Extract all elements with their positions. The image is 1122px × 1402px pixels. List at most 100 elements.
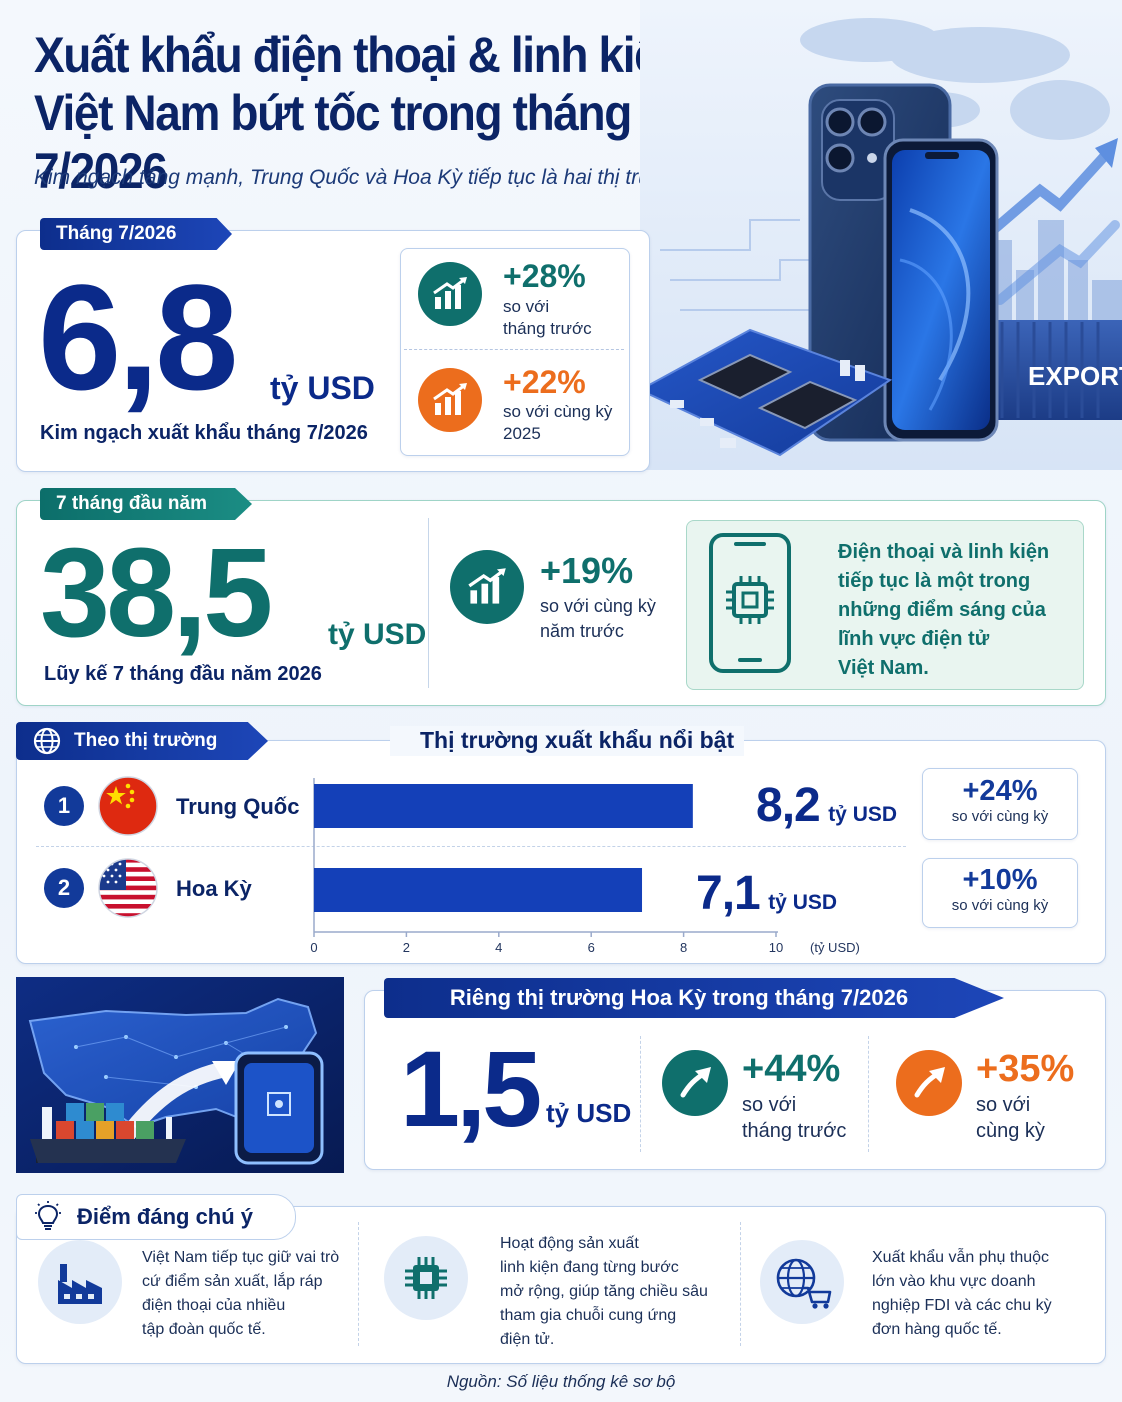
month-tag-label: Tháng 7/2026: [56, 223, 177, 244]
growth-text: so với cùng kỳ: [951, 897, 1049, 914]
globe-cart-icon: [760, 1240, 844, 1324]
rank-number: 2: [57, 875, 71, 900]
us-change1-line1: so với: [742, 1094, 797, 1116]
x-axis-unit: (tỷ USD): [810, 940, 860, 955]
bar-2: [314, 868, 643, 912]
growth-pct: +10%: [962, 864, 1038, 896]
month-change1-pct: +28%: [503, 258, 586, 294]
x-tick-label: 0: [310, 940, 317, 955]
ytd-change-pct: +19%: [540, 550, 634, 591]
ytd-note: Điện thoại và linh kiện tiếp tục là một …: [838, 538, 1049, 683]
notes-divider-2: [740, 1222, 741, 1346]
bar-unit: tỷ USD: [828, 803, 898, 826]
x-tick-label: 8: [680, 940, 687, 955]
note-line: lớn vào khu vực doanh: [872, 1273, 1036, 1290]
factory-icon: [38, 1240, 122, 1324]
markets-heading: Thị trường xuất khẩu nổi bật: [420, 727, 735, 753]
bar-1: [314, 784, 693, 828]
title-line-2: Việt Nam bứt tốc trong tháng 7/2026: [34, 85, 632, 199]
note-line: Hoạt động sản xuất: [500, 1235, 639, 1252]
china-flag-icon: [98, 776, 158, 836]
market-name: Hoa Kỳ: [176, 876, 252, 901]
note-line: tham gia chuỗi cung ứng: [500, 1307, 677, 1324]
ytd-tag-label: 7 tháng đầu năm: [56, 493, 207, 514]
usa-flag-icon: [98, 858, 158, 918]
us-divider-1: [640, 1036, 641, 1152]
ytd-change-line1: so với cùng kỳ: [540, 596, 656, 616]
ytd-caption: Lũy kế 7 tháng đầu năm 2026: [44, 663, 322, 685]
chip-icon: [384, 1236, 468, 1320]
bar-value: 7,1: [696, 867, 761, 920]
us-change2-pct: +35%: [976, 1048, 1075, 1090]
ytd-value: 38,5: [40, 522, 273, 663]
up-arrow-icon: [662, 1050, 728, 1116]
note-line: mở rộng, giúp tăng chiều sâu: [500, 1283, 708, 1300]
note-item: Hoạt động sản xuất linh kiện đang từng b…: [500, 1232, 708, 1352]
month-change1-line2: tháng trước: [503, 319, 592, 338]
ytd-divider: [428, 518, 429, 688]
us-change2-text: so với cùng kỳ: [976, 1092, 1045, 1144]
lightbulb-icon: [35, 1201, 61, 1230]
month-unit: tỷ USD: [270, 370, 375, 406]
markets-tag-label: Theo thị trường: [74, 730, 218, 751]
note-line: Xuất khẩu vẫn phụ thuộc: [872, 1249, 1050, 1266]
bar-unit: tỷ USD: [768, 891, 838, 914]
note-line: đơn hàng quốc tế.: [872, 1321, 1002, 1338]
ytd-change-line2: năm trước: [540, 621, 624, 641]
ytd-tag: 7 tháng đầu năm: [40, 488, 252, 520]
up-arrow-icon: [896, 1050, 962, 1116]
month-tag: Tháng 7/2026: [40, 218, 232, 250]
growth-chart-icon: [450, 550, 524, 624]
rank-badge: 1: [44, 786, 84, 826]
month-change2-text: so với cùng kỳ 2025: [503, 401, 612, 445]
us-card: [364, 990, 1106, 1170]
us-value: 1,5: [400, 1028, 542, 1149]
x-tick-label: 10: [769, 940, 783, 955]
markets-heading-bg: [390, 726, 744, 756]
markets-tag: Theo thị trường: [16, 722, 268, 760]
source-note: Nguồn: Số liệu thống kê sơ bộ: [446, 1372, 676, 1391]
ytd-note-line1: Điện thoại và linh kiện: [838, 541, 1050, 563]
us-heading-tag: Riêng thị trường Hoa Kỳ trong tháng 7/20…: [384, 978, 1004, 1018]
us-change1-line2: tháng trước: [742, 1120, 847, 1142]
us-change2-line2: cùng kỳ: [976, 1120, 1045, 1142]
bar-value: 8,2: [756, 779, 821, 832]
x-tick-label: 6: [588, 940, 595, 955]
market-bar-chart: 0 2 4 6 8 10 (tỷ USD): [300, 772, 920, 957]
note-line: cứ điểm sản xuất, lắp ráp: [142, 1273, 323, 1290]
month-caption: Kim ngạch xuất khẩu tháng 7/2026: [40, 422, 368, 444]
us-change2-line1: so với: [976, 1094, 1031, 1116]
us-change1-text: so với tháng trước: [742, 1092, 846, 1144]
growth-pct: +24%: [962, 775, 1038, 807]
growth-text: so với cùng kỳ: [951, 808, 1049, 825]
x-tick-label: 4: [495, 940, 502, 955]
rank-number: 1: [57, 793, 71, 818]
globe-icon: [33, 727, 61, 755]
ytd-unit: tỷ USD: [328, 618, 427, 651]
notes-tag: Điểm đáng chú ý: [16, 1194, 296, 1240]
bar-chart-svg: 0 2 4 6 8 10 (tỷ USD): [310, 778, 860, 955]
growth-box: +10% so với cùng kỳ: [922, 858, 1078, 928]
growth-chart-icon: [418, 368, 482, 432]
note-item: Việt Nam tiếp tục giữ vai trò cứ điểm sả…: [142, 1246, 339, 1342]
us-heading-label: Riêng thị trường Hoa Kỳ trong tháng 7/20…: [449, 985, 909, 1010]
x-tick-label: 2: [403, 940, 410, 955]
growth-box: +24% so với cùng kỳ: [922, 768, 1078, 840]
growth-chart-icon: [418, 262, 482, 326]
note-line: nghiệp FDI và các chu kỳ: [872, 1297, 1052, 1314]
rank-badge: 2: [44, 868, 84, 908]
month-change1-text: so với tháng trước: [503, 296, 592, 340]
month-divider: [404, 349, 624, 350]
month-change2-pct: +22%: [503, 364, 586, 400]
month-change2-line2: 2025: [503, 424, 541, 443]
us-unit: tỷ USD: [546, 1098, 632, 1128]
us-map-illustration: [16, 977, 344, 1173]
market-name: Trung Quốc: [176, 794, 300, 819]
notes-tag-label: Điểm đáng chú ý: [77, 1204, 254, 1229]
month-change1-line1: so với: [503, 297, 550, 316]
ytd-note-line2: tiếp tục là một trong: [838, 570, 1031, 592]
bar-value-label: 8,2 tỷ USD: [756, 778, 897, 833]
